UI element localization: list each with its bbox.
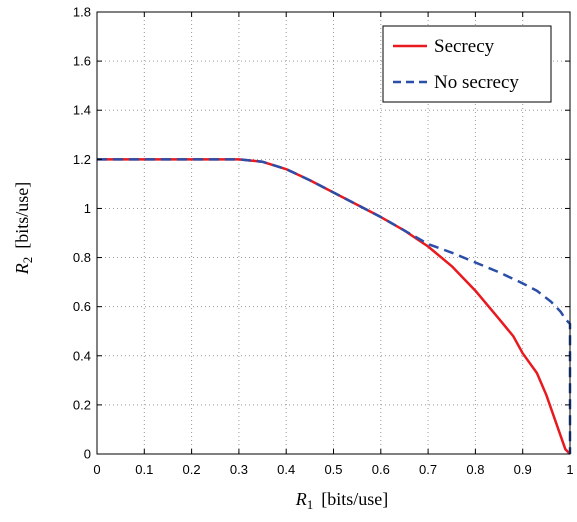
legend-label-no-secrecy: No secrecy	[434, 72, 519, 93]
y-axis-var: R	[12, 263, 32, 275]
y-axis-unit: [bits/use]	[12, 182, 32, 249]
y-axis-label: R2 [bits/use]	[12, 182, 35, 276]
y-tick-label: 1.4	[73, 103, 91, 118]
grid	[97, 12, 570, 454]
x-tick-label: 0.4	[277, 462, 295, 477]
x-tick-label: 0.5	[324, 462, 342, 477]
y-tick-label: 1	[84, 201, 91, 216]
x-tick-label: 0.6	[372, 462, 390, 477]
legend-label-secrecy: Secrecy	[434, 36, 495, 57]
y-tick-label: 1.2	[73, 152, 91, 167]
y-tick-labels: 0 0.2 0.4 0.6 0.8 1 1.2 1.4 1.6 1.8	[73, 5, 91, 462]
x-axis-var: R	[295, 489, 307, 509]
ticks	[96, 11, 571, 455]
y-tick-label: 0.6	[73, 299, 91, 314]
y-tick-label: 0.2	[73, 397, 91, 412]
x-tick-label: 0.9	[514, 462, 532, 477]
y-axis-sub: 2	[20, 257, 35, 264]
x-tick-labels: 0 0.1 0.2 0.3 0.4 0.5 0.6 0.7 0.8 0.9 1	[93, 462, 573, 477]
x-axis-sub: 1	[307, 497, 314, 512]
y-tick-label: 0.4	[73, 348, 91, 363]
y-tick-label: 1.6	[73, 54, 91, 69]
x-tick-label: 0.8	[466, 462, 484, 477]
x-tick-label: 0.3	[230, 462, 248, 477]
y-tick-label: 1.8	[73, 5, 91, 20]
y-tick-label: 0.8	[73, 250, 91, 265]
legend-box	[382, 25, 552, 103]
x-tick-label: 0.2	[183, 462, 201, 477]
x-tick-label: 0.7	[419, 462, 437, 477]
legend: Secrecy No secrecy	[382, 25, 552, 103]
x-tick-label: 1	[566, 462, 573, 477]
x-axis-unit: [bits/use]	[321, 489, 388, 509]
x-axis-label: R1 [bits/use]	[295, 489, 389, 512]
x-tick-label: 0	[93, 462, 100, 477]
series-line-no-secrecy	[97, 158, 572, 454]
x-tick-label: 0.1	[135, 462, 153, 477]
series-layer	[97, 158, 572, 455]
y-tick-label: 0	[84, 447, 91, 462]
